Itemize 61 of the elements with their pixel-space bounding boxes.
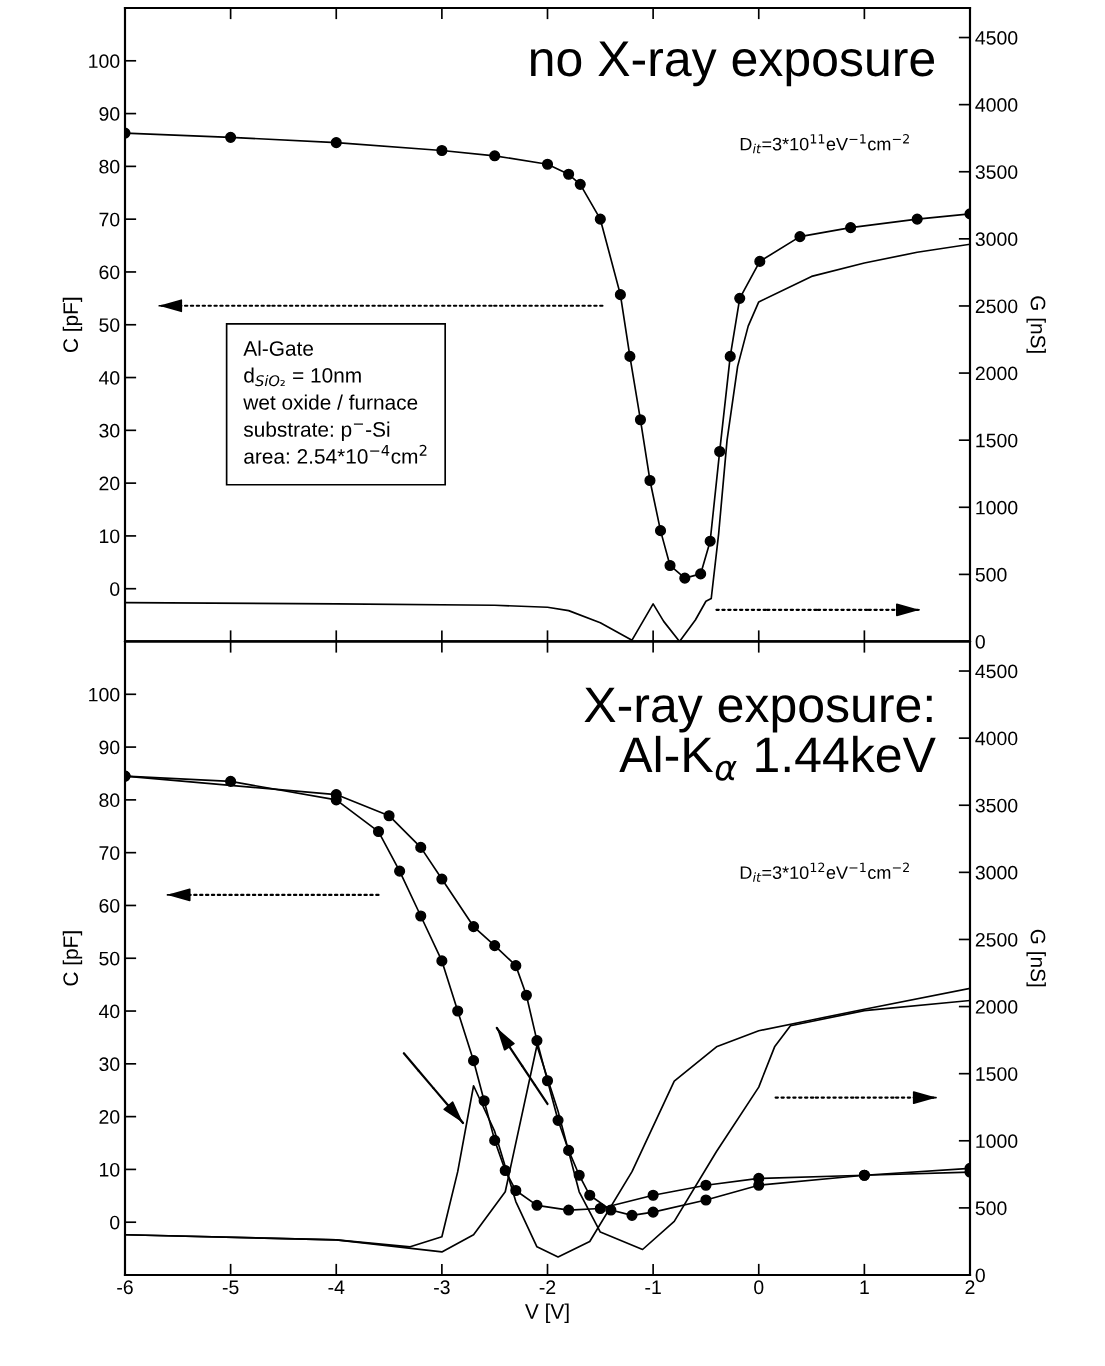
annotation: D$_{it}$=3*10$^{12}$eV$^{−1}$cm$^{−2}$ <box>740 862 909 882</box>
y-tick-label: 40 <box>98 371 120 385</box>
x-axis-title: V [V] <box>525 1303 569 1323</box>
y-tick-label: 100 <box>89 54 120 69</box>
annotation: D$_{it}$=3*10$^{11}$eV$^{−1}$cm$^{−2}$ <box>740 134 909 154</box>
y-tick-label: 0 <box>110 1215 120 1230</box>
y-tick-label: 100 <box>89 687 120 702</box>
y-tick-label: 50 <box>99 951 120 966</box>
y-tick-label: 20 <box>99 1110 120 1124</box>
y2-tick-label: 2000 <box>975 366 1018 381</box>
y2-tick-label: 3000 <box>975 232 1018 247</box>
y2-tick-label: 2000 <box>975 1000 1018 1014</box>
y2-tick-label: 1000 <box>976 1134 1018 1149</box>
y2-axis-title: G [nS] <box>1026 296 1046 353</box>
y-tick-label: 80 <box>99 793 120 808</box>
y-tick-label: 0 <box>110 582 120 596</box>
y-tick-label: 90 <box>99 740 120 755</box>
x-tick-label: -5 <box>222 1280 239 1295</box>
y2-tick-label: 2500 <box>975 932 1018 947</box>
y2-tick-label: 4000 <box>975 731 1018 746</box>
annotation: no X-ray exposure <box>531 41 935 87</box>
y2-tick-label: 1000 <box>976 500 1018 515</box>
y-axis-title: C [pF] <box>62 297 83 353</box>
x-tick-label: -4 <box>328 1280 345 1294</box>
text: Al-Gate d$_{SiO₂}$ = 10nm wet oxide / furnace substrate: p$^{−}$-Si area: 2.54*10$^{−4}$cm$^{2}$ <box>243 340 427 464</box>
y-tick-label: 90 <box>99 107 120 121</box>
x-tick-label: 1 <box>860 1280 869 1294</box>
y2-tick-label: 0 <box>975 634 985 649</box>
y-tick-label: 20 <box>99 476 120 491</box>
y2-axis-title: G [nS] <box>1026 929 1046 987</box>
y-tick-label: 70 <box>99 212 120 227</box>
y2-tick-label: 3500 <box>975 798 1018 813</box>
y-tick-label: 10 <box>100 1162 120 1177</box>
y2-tick-label: 2500 <box>975 299 1018 314</box>
y2-tick-label: 3500 <box>975 165 1018 179</box>
y2-tick-label: 4500 <box>975 664 1018 679</box>
y-tick-label: 30 <box>99 423 120 438</box>
y-tick-label: 50 <box>99 318 120 332</box>
y2-tick-label: 1500 <box>976 433 1018 448</box>
y2-tick-label: 4000 <box>975 98 1018 112</box>
x-tick-label: 0 <box>754 1280 764 1295</box>
annotation: X-ray exposure: Al-K$_{α}$ 1.44keV <box>584 687 936 781</box>
x-tick-label: 2 <box>965 1280 975 1294</box>
y2-tick-label: 4500 <box>975 31 1018 45</box>
y2-tick-label: 1500 <box>976 1067 1018 1081</box>
y-tick-label: 80 <box>99 159 120 174</box>
y2-tick-label: 3000 <box>975 865 1018 880</box>
y-tick-label: 40 <box>98 1004 120 1019</box>
y2-tick-label: 0 <box>975 1268 985 1283</box>
y2-tick-label: 500 <box>975 567 1007 582</box>
y-tick-label: 30 <box>99 1057 120 1072</box>
x-tick-label: -6 <box>117 1280 133 1295</box>
y-tick-label: 60 <box>99 265 120 280</box>
x-tick-label: -2 <box>539 1280 556 1294</box>
y2-tick-label: 500 <box>975 1201 1007 1216</box>
y-tick-label: 10 <box>100 529 120 544</box>
y-tick-label: 60 <box>99 898 120 913</box>
x-tick-label: -3 <box>434 1280 450 1295</box>
x-tick-label: -1 <box>645 1280 661 1294</box>
y-tick-label: 70 <box>99 846 120 860</box>
y-axis-title: C [pF] <box>62 931 83 986</box>
